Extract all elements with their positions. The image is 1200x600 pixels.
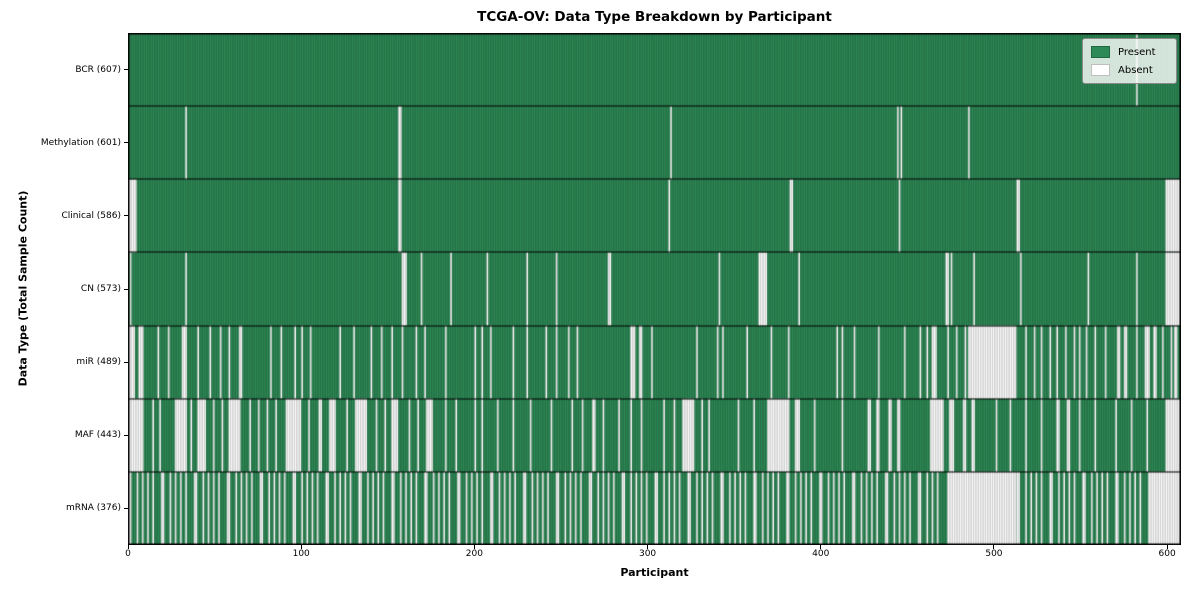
y-tick-label: Methylation (601)	[40, 137, 121, 148]
x-tick-mark	[127, 545, 129, 549]
y-tick-label: BCR (607)	[75, 64, 121, 75]
y-tick-mark	[124, 507, 128, 509]
x-tick-mark	[647, 545, 649, 549]
chart-title: TCGA-OV: Data Type Breakdown by Particip…	[477, 9, 832, 25]
x-tick-mark	[1166, 545, 1168, 549]
y-tick-label: Clinical (586)	[61, 210, 121, 221]
y-tick-mark	[124, 215, 128, 217]
x-tick-label: 300	[638, 549, 657, 559]
x-tick-label: 0	[125, 549, 131, 559]
x-tick-mark	[300, 545, 302, 549]
x-tick-label: 600	[1158, 549, 1176, 559]
y-tick-label: mRNA (376)	[66, 503, 121, 514]
x-tick-label: 500	[985, 549, 1003, 559]
x-tick-label: 400	[812, 549, 830, 559]
y-tick-mark	[124, 434, 128, 436]
x-tick-mark	[993, 545, 995, 549]
legend-label-present: Present	[1118, 46, 1156, 58]
x-axis-label: Participant	[620, 566, 689, 579]
y-tick-mark	[124, 142, 128, 144]
absent-swatch	[1091, 64, 1110, 76]
legend: Present Absent	[1082, 38, 1177, 84]
legend-label-absent: Absent	[1118, 64, 1153, 76]
y-tick-mark	[124, 361, 128, 363]
y-tick-label: miR (489)	[76, 357, 121, 368]
legend-item-absent: Absent	[1091, 64, 1168, 76]
present-swatch	[1091, 46, 1110, 58]
x-tick-mark	[820, 545, 822, 549]
x-tick-label: 200	[465, 549, 483, 559]
x-tick-mark	[473, 545, 475, 549]
y-tick-mark	[124, 69, 128, 71]
y-tick-label: MAF (443)	[74, 430, 121, 441]
legend-item-present: Present	[1091, 46, 1168, 58]
y-tick-mark	[124, 288, 128, 290]
heatmap-canvas	[128, 33, 1181, 545]
x-tick-label: 100	[292, 549, 310, 559]
y-tick-label: CN (573)	[80, 284, 121, 294]
